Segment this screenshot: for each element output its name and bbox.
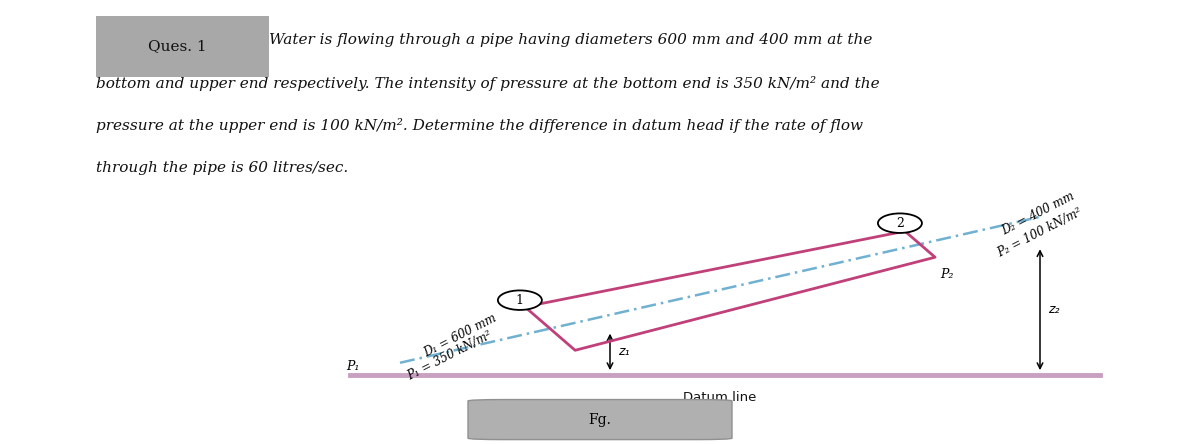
Text: P₂: P₂ [940, 268, 954, 281]
Text: D₂ = 400 mm: D₂ = 400 mm [1000, 189, 1078, 237]
Text: Fg.: Fg. [588, 412, 612, 427]
FancyBboxPatch shape [468, 400, 732, 440]
Text: pressure at the upper end is 100 kN/m². Determine the difference in datum head i: pressure at the upper end is 100 kN/m². … [96, 119, 863, 134]
Text: Datum line: Datum line [683, 391, 757, 404]
Text: bottom and upper end respectively. The intensity of pressure at the bottom end i: bottom and upper end respectively. The i… [96, 76, 880, 91]
Text: 2: 2 [896, 217, 904, 230]
Text: Water is flowing through a pipe having diameters 600 mm and 400 mm at the: Water is flowing through a pipe having d… [269, 33, 872, 47]
Text: 1: 1 [516, 293, 524, 307]
Text: D₁ = 600 mm: D₁ = 600 mm [421, 311, 498, 359]
Circle shape [498, 290, 542, 310]
Text: P₂ = 100 kN/m²: P₂ = 100 kN/m² [995, 205, 1084, 259]
Text: Ques. 1: Ques. 1 [148, 39, 206, 53]
Text: z₁: z₁ [618, 345, 630, 358]
Text: z₂: z₂ [1048, 303, 1060, 316]
FancyBboxPatch shape [91, 16, 269, 76]
Circle shape [878, 214, 922, 233]
Text: P₁: P₁ [347, 360, 360, 373]
Text: through the pipe is 60 litres/sec.: through the pipe is 60 litres/sec. [96, 161, 348, 175]
Text: P₁ = 350 kN/m²: P₁ = 350 kN/m² [406, 329, 494, 383]
